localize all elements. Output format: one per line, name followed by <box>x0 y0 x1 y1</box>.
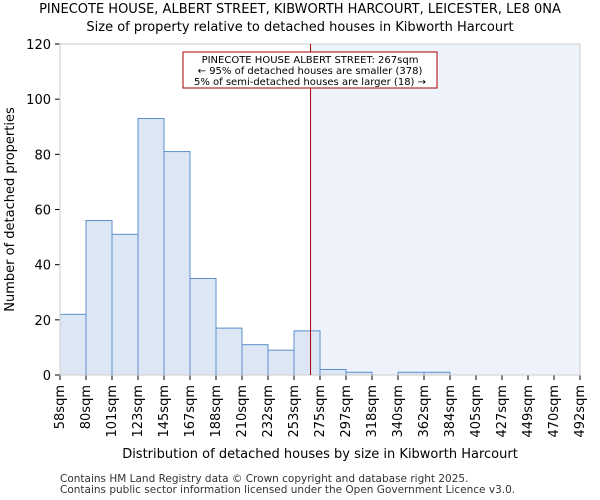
x-tick-label: 470sqm <box>547 385 562 438</box>
annotation-line-3: 5% of semi-detached houses are larger (1… <box>194 77 426 88</box>
x-tick-label: 210sqm <box>235 385 250 438</box>
bar-80sqm <box>85 220 113 376</box>
x-tick-label: 80sqm <box>79 385 94 429</box>
bar-253sqm <box>293 330 321 376</box>
bar-232sqm <box>267 349 295 376</box>
y-tick-label: 80 <box>34 148 51 163</box>
y-tick-label: 0 <box>43 369 51 384</box>
footer-licence: Contains public sector information licen… <box>60 484 516 496</box>
x-tick-label: 58sqm <box>53 385 68 429</box>
bar-210sqm <box>241 344 269 376</box>
x-tick-label: 340sqm <box>391 385 406 438</box>
footer-copyright: Contains HM Land Registry data © Crown c… <box>60 473 469 485</box>
x-tick-label: 123sqm <box>131 385 146 438</box>
x-tick-label: 232sqm <box>261 385 276 438</box>
x-tick-label: 188sqm <box>209 385 224 438</box>
x-axis: 58sqm 80sqm 101sqm 123sqm 145sqm 167sqm 188sqm… <box>53 374 588 438</box>
y-tick-label: 100 <box>26 93 51 108</box>
x-tick-label: 427sqm <box>495 385 510 438</box>
x-tick-label: 145sqm <box>157 385 172 438</box>
annotation-border <box>182 51 438 89</box>
bar-58sqm <box>59 313 87 376</box>
x-tick-label: 253sqm <box>287 385 302 438</box>
x-tick-label: 297sqm <box>339 385 354 438</box>
x-tick-label: 167sqm <box>183 385 198 438</box>
annotation-box: PINECOTE HOUSE ALBERT STREET: 267sqm ← 9… <box>182 51 438 89</box>
larger-property-region <box>310 44 580 375</box>
bar-275sqm <box>319 368 347 376</box>
y-tick-label: 60 <box>34 204 51 219</box>
x-tick-label: 405sqm <box>469 385 484 438</box>
bar-167sqm <box>189 277 217 376</box>
x-axis-label: Distribution of detached houses by size … <box>122 447 518 462</box>
bar-188sqm <box>215 327 243 376</box>
bar-145sqm <box>163 151 191 376</box>
x-tick-label: 101sqm <box>105 385 120 438</box>
x-tick-label: 275sqm <box>313 385 328 438</box>
x-tick-label: 384sqm <box>443 385 458 438</box>
x-tick-label: 449sqm <box>521 385 536 438</box>
x-tick-label: 492sqm <box>573 385 588 438</box>
bar-101sqm <box>111 233 139 376</box>
y-tick-label: 40 <box>34 259 51 274</box>
y-axis: 0 20 40 60 80 100 120 <box>26 38 61 384</box>
bars-group <box>59 117 451 376</box>
x-tick-label: 318sqm <box>365 385 380 438</box>
x-tick-label: 362sqm <box>417 385 432 438</box>
annotation-line-1: PINECOTE HOUSE ALBERT STREET: 267sqm <box>202 55 419 66</box>
chart-subtitle: Size of property relative to detached ho… <box>86 20 514 35</box>
chart-title: PINECOTE HOUSE, ALBERT STREET, KIBWORTH … <box>39 2 561 17</box>
y-tick-label: 120 <box>26 38 51 53</box>
y-axis-label: Number of detached properties <box>3 107 18 312</box>
bar-123sqm <box>137 117 165 376</box>
annotation-line-2: ← 95% of detached houses are smaller (37… <box>198 66 423 77</box>
y-tick-label: 20 <box>34 314 51 329</box>
plot-frame <box>59 43 581 376</box>
